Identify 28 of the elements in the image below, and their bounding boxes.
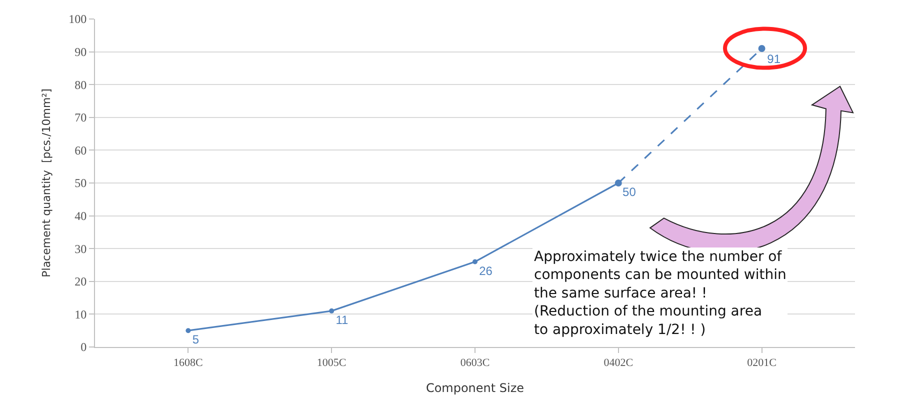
y-tick-label: 100 (68, 12, 87, 26)
y-tick-label: 60 (74, 143, 87, 158)
data-label: 50 (622, 185, 636, 200)
y-tick-label: 20 (74, 274, 87, 289)
x-tick-label: 0603C (460, 357, 490, 370)
annotation: Approximately twice the number of components can be mounted within the same surface area! ! (Reduction of the mounting area to approximately 1/2! ! ) (534, 249, 786, 338)
x-tick-label: 1005C (316, 357, 346, 370)
data-label: 5 (192, 332, 200, 347)
x-tick-label: 0402C (604, 357, 634, 370)
point (758, 45, 766, 52)
x-tick-label: 0201C (747, 357, 776, 370)
x-tick-label: 1608C (174, 357, 203, 370)
y-tick-label: 70 (74, 110, 87, 125)
data-label: 11 (336, 313, 349, 328)
data-label: 91 (767, 52, 781, 66)
point (329, 308, 334, 314)
y-axis-title: Placement quantity [pcs./10mm²] (40, 88, 54, 278)
y-tick-label: 90 (74, 45, 87, 59)
data-label: 26 (479, 264, 493, 278)
y-tick-label: 30 (74, 242, 87, 256)
point (186, 328, 191, 334)
y-tick-label: 0 (80, 340, 87, 354)
point (472, 259, 478, 264)
y-tick-label: 50 (74, 176, 87, 190)
x-axis-title: Component Size (426, 381, 524, 396)
y-tick-label: 40 (74, 209, 87, 223)
y-tick-label: 10 (74, 307, 87, 322)
y-tick-label: 80 (74, 78, 87, 92)
